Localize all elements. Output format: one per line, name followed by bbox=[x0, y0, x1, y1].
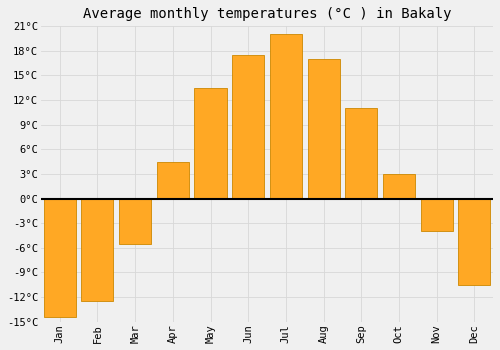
Bar bbox=[194, 88, 226, 198]
Bar bbox=[157, 162, 189, 198]
Bar bbox=[44, 198, 76, 317]
Bar bbox=[383, 174, 415, 198]
Bar bbox=[420, 198, 452, 231]
Bar bbox=[82, 198, 114, 301]
Bar bbox=[458, 198, 490, 285]
Bar bbox=[270, 35, 302, 198]
Bar bbox=[345, 108, 377, 198]
Bar bbox=[308, 59, 340, 198]
Bar bbox=[119, 198, 151, 244]
Bar bbox=[232, 55, 264, 198]
Title: Average monthly temperatures (°C ) in Bakaly: Average monthly temperatures (°C ) in Ba… bbox=[83, 7, 452, 21]
